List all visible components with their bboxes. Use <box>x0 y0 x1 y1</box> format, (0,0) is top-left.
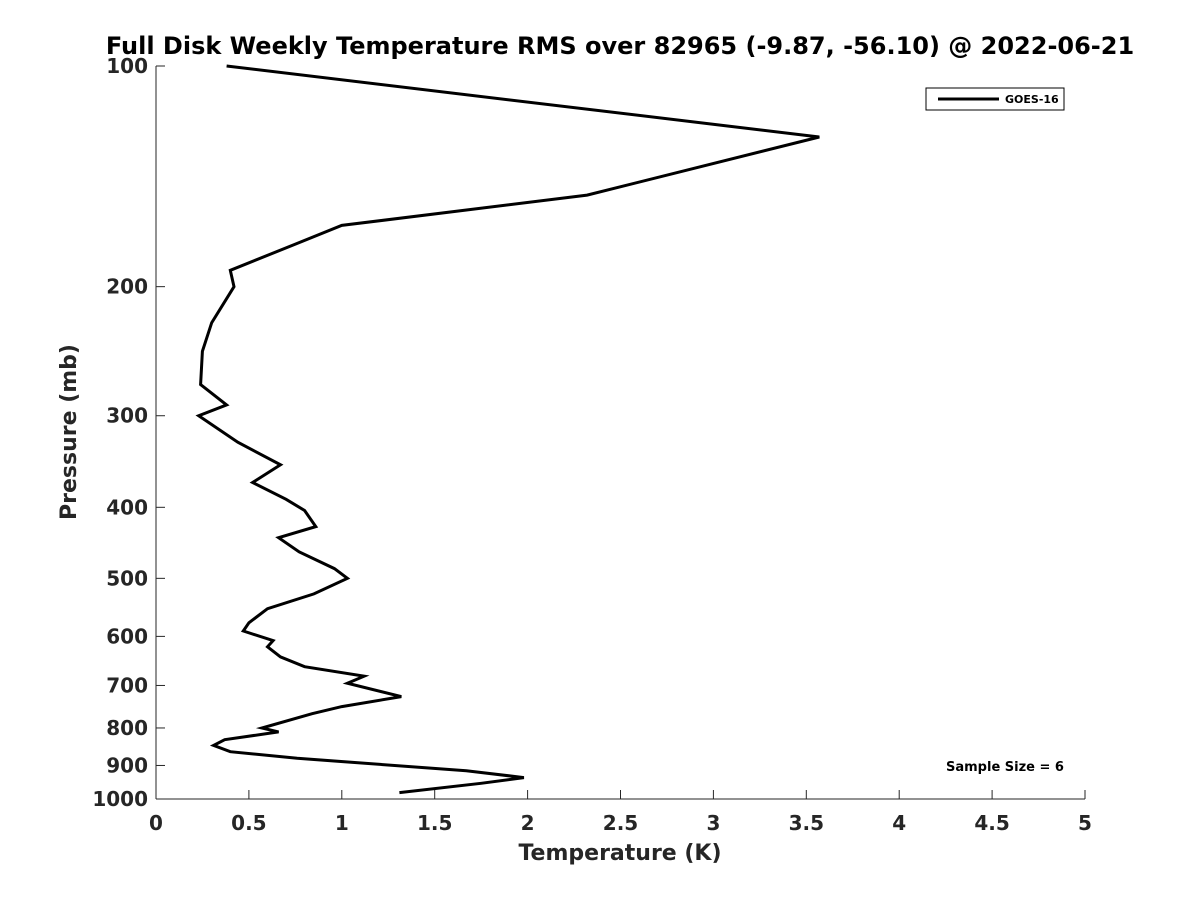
legend-label-goes-16: GOES-16 <box>1005 93 1059 106</box>
y-tick-label: 700 <box>106 673 148 697</box>
series-line-goes-16 <box>195 64 820 795</box>
x-tick-label: 0 <box>149 811 163 835</box>
x-tick-label: 2 <box>521 811 535 835</box>
x-tick-label: 2.5 <box>603 811 638 835</box>
x-tick-label: 4 <box>892 811 906 835</box>
x-tick-label: 3.5 <box>789 811 824 835</box>
x-axis-label: Temperature (K) <box>518 841 721 866</box>
axes <box>155 66 1085 800</box>
legend: GOES-16 <box>925 87 1065 111</box>
plot-area <box>195 64 820 795</box>
y-axis-label: Pressure (mb) <box>57 344 82 520</box>
y-tick-label: 400 <box>106 495 148 519</box>
y-tick-label: 100 <box>106 54 148 78</box>
x-tick-label: 3 <box>706 811 720 835</box>
x-tick-label: 0.5 <box>231 811 266 835</box>
ticks: 0 0.5 1 1.5 2 2.5 3 3.5 4 4.5 5 100 200 300 400 500 600 7… <box>92 54 1092 835</box>
chart-title: Full Disk Weekly Temperature RMS over 82… <box>106 32 1134 60</box>
y-tick-label: 300 <box>106 404 148 428</box>
y-tick-label: 1000 <box>92 787 148 811</box>
y-tick-label: 600 <box>106 624 148 648</box>
y-tick-label: 500 <box>106 566 148 590</box>
y-tick-label: 800 <box>106 716 148 740</box>
x-tick-label: 4.5 <box>974 811 1009 835</box>
x-tick-label: 1 <box>335 811 349 835</box>
x-tick-label: 5 <box>1078 811 1092 835</box>
y-tick-label: 900 <box>106 753 148 777</box>
y-tick-label: 200 <box>106 275 148 299</box>
sample-size-annotation: Sample Size = 6 <box>946 760 1064 775</box>
x-tick-label: 1.5 <box>417 811 452 835</box>
